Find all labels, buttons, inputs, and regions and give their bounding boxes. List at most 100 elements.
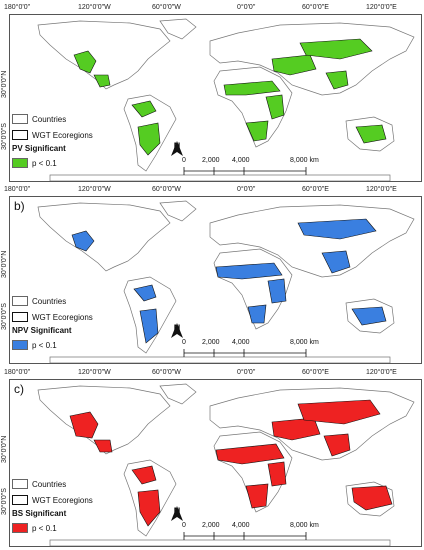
region-south-america-south <box>137 489 161 527</box>
lon-tick-60e: 60°0'0"E <box>302 186 329 193</box>
scale-8000: 8,000 km <box>290 157 319 164</box>
region-south-america <box>131 465 157 485</box>
region-india <box>321 250 351 274</box>
ecoregions-swatch <box>12 312 28 322</box>
scale-2000: 2,000 <box>202 157 220 164</box>
north-america-land <box>37 385 171 455</box>
legend-countries: Countries <box>12 293 100 309</box>
lon-tick-120w: 120°0'0"W <box>78 369 111 376</box>
lon-tick-60w: 60°0'0"W <box>152 186 181 193</box>
legend-ecoregions: WGT Ecoregions <box>12 492 100 508</box>
significant-regions <box>69 399 393 527</box>
legend-ecoregions: WGT Ecoregions <box>12 127 100 143</box>
legend-countries: Countries <box>12 111 100 127</box>
antarctica-land <box>49 539 391 546</box>
region-south-america <box>133 284 157 302</box>
legend-title: BS Significant <box>12 509 67 518</box>
threshold-swatch <box>12 340 28 350</box>
countries-swatch <box>12 296 28 306</box>
region-south-america-south <box>139 308 159 344</box>
legend-countries-label: Countries <box>32 296 67 306</box>
scale-4000: 4,000 <box>232 339 250 346</box>
lon-tick-180: 180°0'0" <box>4 369 31 376</box>
region-south-america-north <box>131 100 157 118</box>
region-india <box>325 70 349 90</box>
scale-0: 0 <box>182 339 186 346</box>
lat-tick-30n: 30°0'0"N <box>1 435 8 463</box>
scale-bar: 0 2,000 4,000 8,000 km <box>180 337 330 357</box>
scale-2000: 2,000 <box>202 522 220 529</box>
lon-tick-180: 180°0'0" <box>4 186 31 193</box>
world-map <box>37 18 415 181</box>
legend-threshold-label: p < 0.1 <box>32 340 57 350</box>
countries-swatch <box>12 479 28 489</box>
region-east-africa <box>267 278 287 304</box>
lon-tick-60w: 60°0'0"W <box>152 369 181 376</box>
lon-tick-120e: 120°0'0"E <box>366 369 397 376</box>
scale-4000: 4,000 <box>232 522 250 529</box>
scale-bar: 0 2,000 4,000 8,000 km <box>180 520 330 540</box>
north-arrow-icon <box>171 141 183 156</box>
lon-tick-120w: 120°0'0"W <box>78 186 111 193</box>
region-north-america <box>71 230 95 252</box>
region-australia <box>351 306 387 326</box>
legend-threshold: p < 0.1 <box>12 337 100 353</box>
lon-tick-60e: 60°0'0"E <box>302 369 329 376</box>
region-mexico <box>93 439 113 453</box>
north-arrow: N <box>170 506 184 521</box>
lat-tick-30n: 30°0'0"N <box>1 70 8 98</box>
ecoregions-swatch <box>12 130 28 140</box>
lon-tick-0: 0°0'0" <box>237 369 256 376</box>
greenland-land <box>159 200 197 222</box>
legend-ecoregions: WGT Ecoregions <box>12 309 100 325</box>
legend-countries-label: Countries <box>32 479 67 489</box>
region-india <box>323 433 351 457</box>
region-east-africa <box>265 94 285 120</box>
legend-threshold-label: p < 0.1 <box>32 523 57 533</box>
greenland-land <box>159 18 197 40</box>
legend: Countries WGT Ecoregions NPV Significant… <box>12 293 100 353</box>
north-arrow: N <box>170 141 184 156</box>
scale-0: 0 <box>182 157 186 164</box>
scale-8000: 8,000 km <box>290 522 319 529</box>
lon-tick-120w: 120°0'0"W <box>78 4 111 11</box>
region-southern-africa <box>247 304 267 324</box>
legend-threshold: p < 0.1 <box>12 520 100 536</box>
lon-tick-60w: 60°0'0"W <box>152 4 181 11</box>
antarctica-land <box>49 356 391 363</box>
region-central-asia <box>297 399 381 425</box>
scale-bar-graphic <box>183 349 307 357</box>
lat-tick-30s: 30°0'0"S <box>1 488 8 515</box>
legend-title: NPV Significant <box>12 326 72 335</box>
region-sahel <box>223 80 281 96</box>
region-southern-africa <box>245 483 269 509</box>
north-arrow-icon <box>171 506 183 521</box>
region-south-america-south <box>137 122 161 156</box>
legend-countries-label: Countries <box>32 114 67 124</box>
legend-threshold-label: p < 0.1 <box>32 158 57 168</box>
legend: Countries WGT Ecoregions PV Significant … <box>12 111 100 171</box>
scale-bar-graphic <box>183 167 307 175</box>
region-middle-east <box>271 54 317 76</box>
region-southern-africa <box>245 120 269 142</box>
antarctica-land <box>49 174 391 181</box>
significant-regions <box>73 38 387 156</box>
threshold-swatch <box>12 158 28 168</box>
world-map <box>37 383 415 546</box>
lon-tick-120e: 120°0'0"E <box>366 4 397 11</box>
legend-ecoregions-label: WGT Ecoregions <box>32 130 93 140</box>
legend: Countries WGT Ecoregions BS Significant … <box>12 476 100 536</box>
significant-regions <box>71 218 387 344</box>
region-central-asia <box>299 38 373 60</box>
world-map <box>37 200 415 363</box>
legend-countries: Countries <box>12 476 100 492</box>
scale-bar: 0 2,000 4,000 8,000 km <box>180 155 330 175</box>
north-arrow-icon <box>171 323 183 338</box>
legend-threshold: p < 0.1 <box>12 155 100 171</box>
north-america-land <box>37 20 171 90</box>
scale-8000: 8,000 km <box>290 339 319 346</box>
region-central-asia <box>297 218 377 240</box>
legend-title: PV Significant <box>12 144 66 153</box>
legend-ecoregions-label: WGT Ecoregions <box>32 312 93 322</box>
lon-tick-0: 0°0'0" <box>237 4 256 11</box>
